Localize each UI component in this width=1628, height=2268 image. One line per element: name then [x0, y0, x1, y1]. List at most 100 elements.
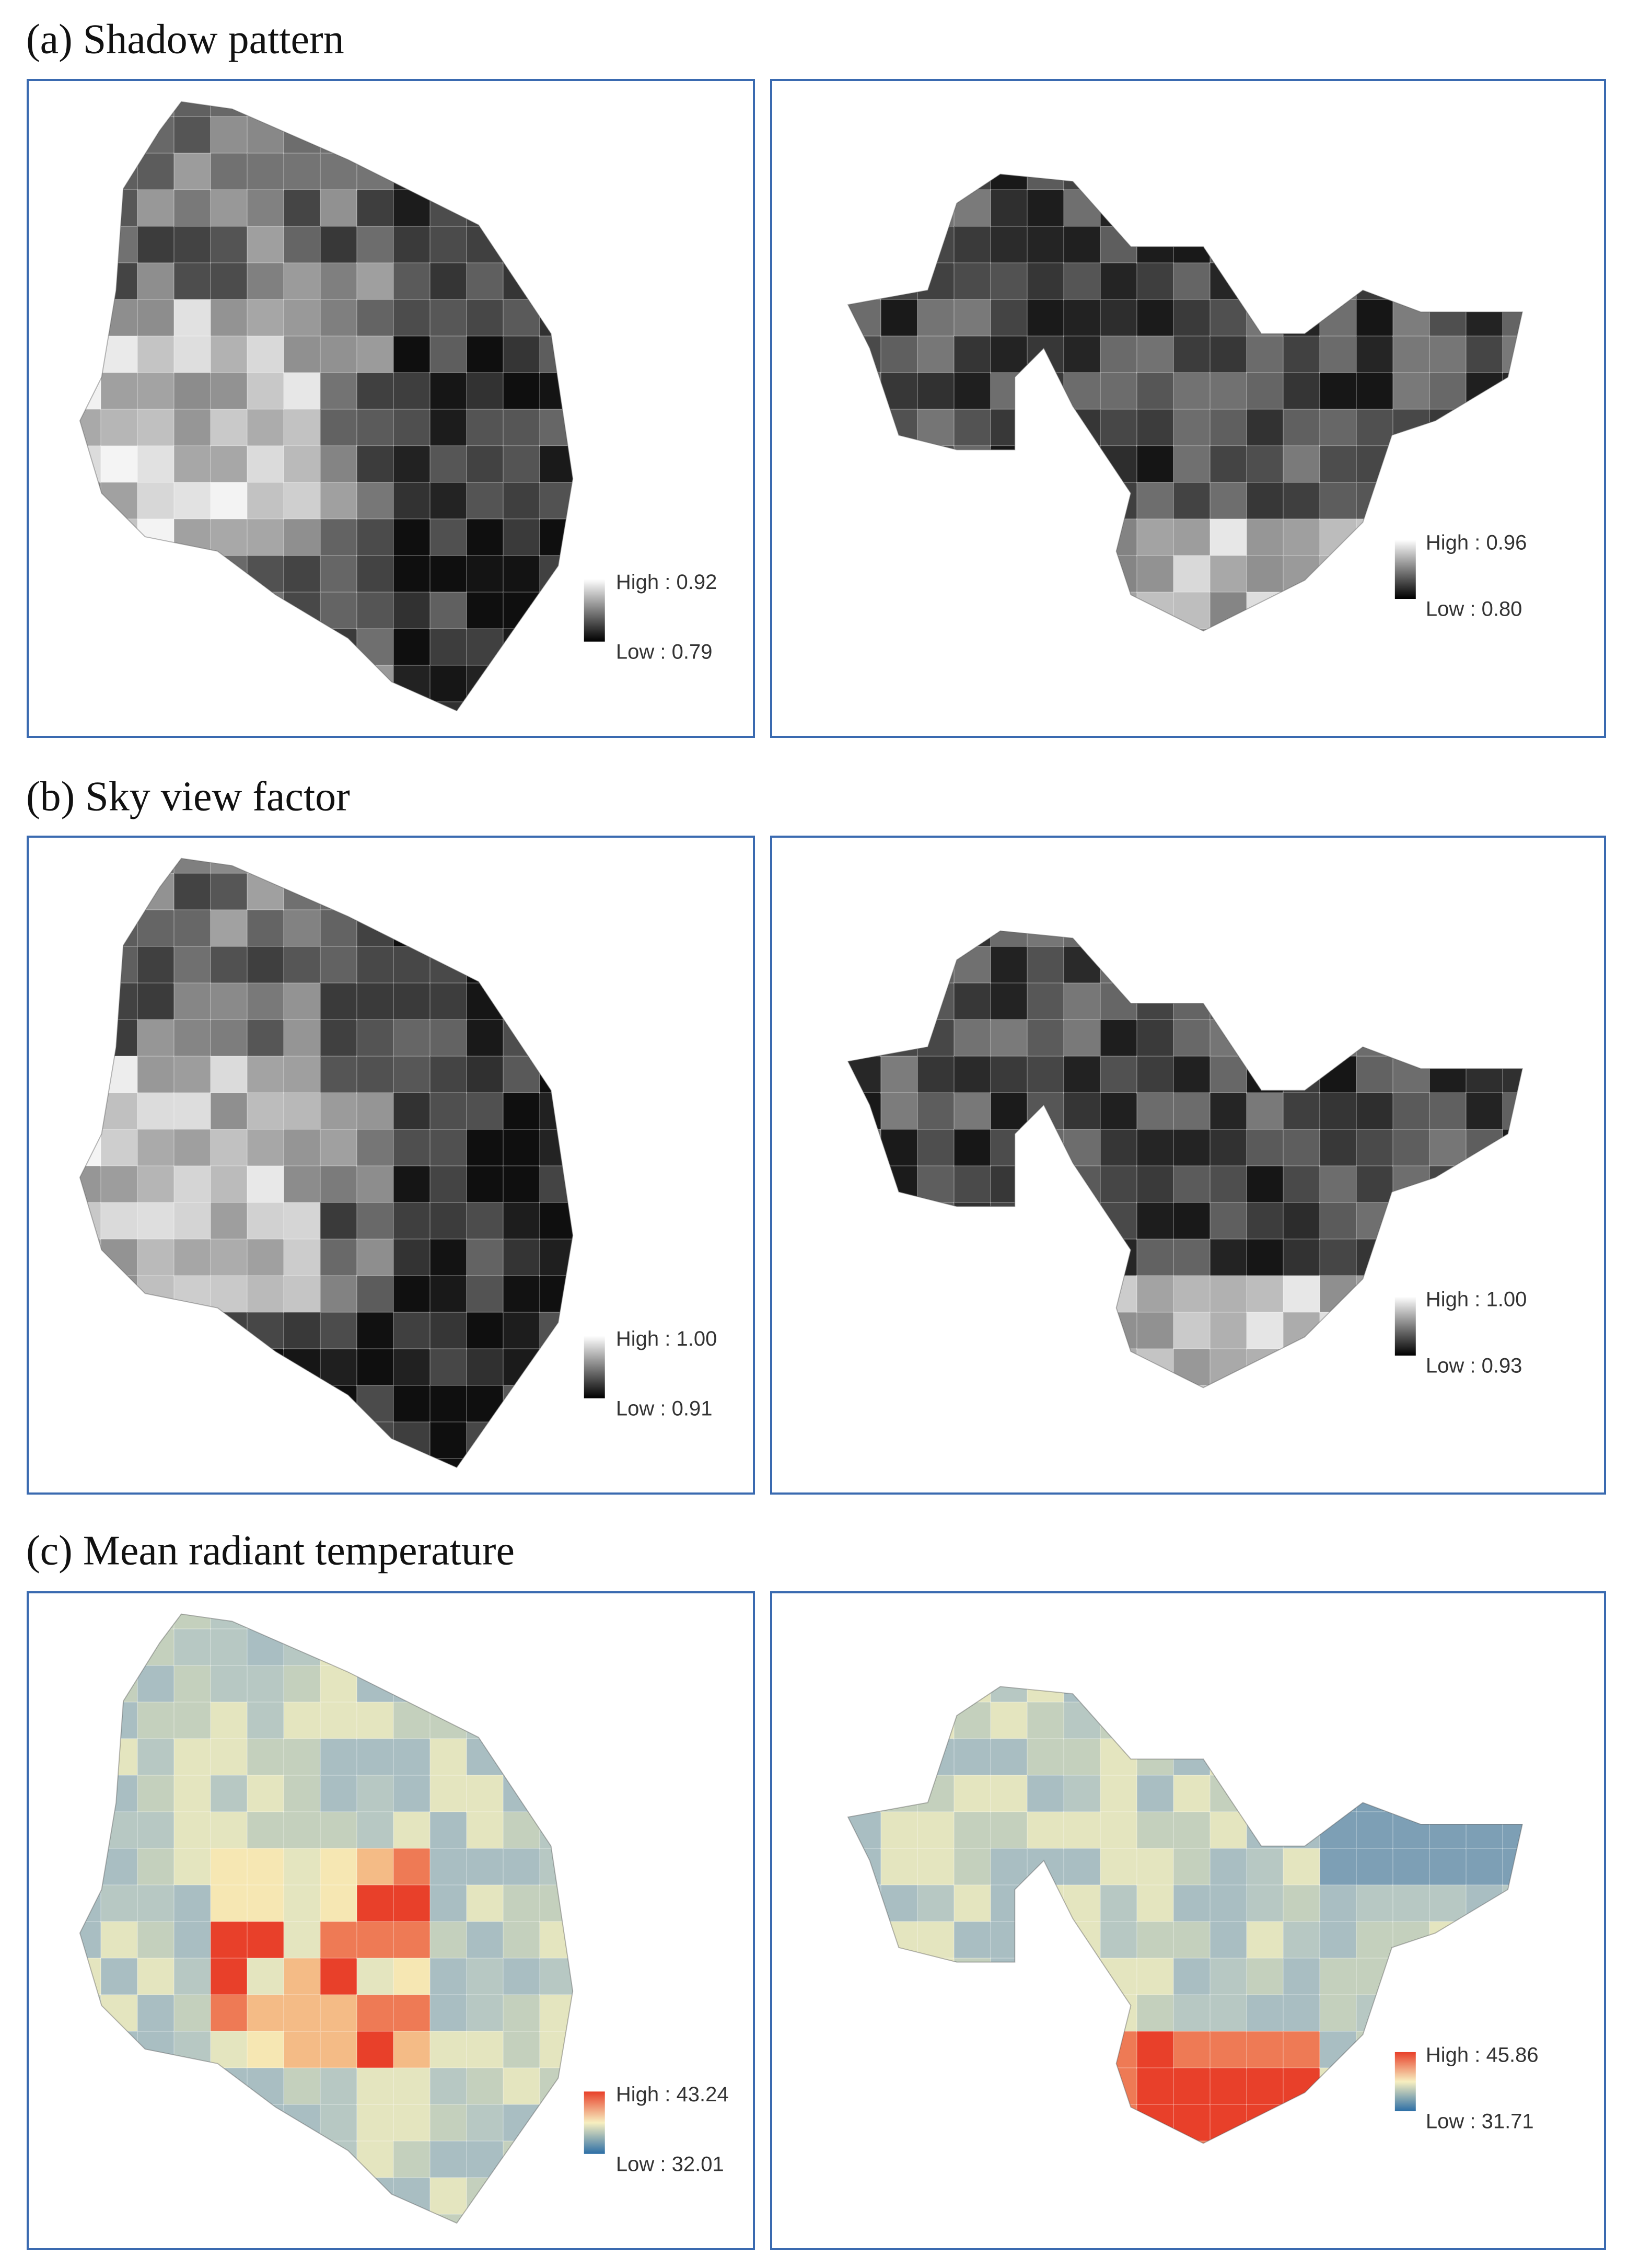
map-region: [393, 628, 431, 666]
map-region: [320, 1994, 358, 2032]
map-region: [210, 1811, 248, 1849]
map-region: [283, 153, 321, 191]
map-region: [356, 1092, 394, 1130]
map-region: [1356, 1811, 1394, 1849]
map-region: [1173, 1092, 1211, 1130]
map-region: [1392, 335, 1431, 374]
map-region: [137, 1884, 175, 1923]
map-region: [393, 1811, 431, 1849]
map-region: [173, 1628, 212, 1667]
map-region: [1283, 1092, 1321, 1130]
map-region: [137, 1702, 175, 1740]
map-region: [320, 1275, 358, 1313]
map-region: [1136, 1958, 1175, 1996]
map-region: [356, 1239, 394, 1277]
map-region: [990, 1738, 1028, 1776]
map-region: [466, 1994, 504, 2032]
map-region: [173, 1994, 212, 2032]
map-region: [1136, 1811, 1175, 1849]
map-region: [356, 555, 394, 593]
map-region: [1246, 335, 1284, 374]
map-region: [283, 946, 321, 984]
map-region: [100, 1129, 138, 1167]
map-region: [247, 1848, 285, 1886]
map-region: [283, 1165, 321, 1204]
map-region: [1027, 1811, 1065, 1849]
map-region: [1027, 189, 1065, 227]
map-region: [320, 335, 358, 374]
map-region: [1210, 1312, 1248, 1350]
map-region: [1392, 1129, 1431, 1167]
map-region: [1283, 372, 1321, 410]
map-region: [100, 1958, 138, 1996]
map-region: [210, 1092, 248, 1130]
map-region: [1429, 1129, 1467, 1167]
map-region: [247, 372, 285, 410]
map-region: [466, 592, 504, 630]
map-region: [393, 226, 431, 264]
map-region: [1210, 1994, 1248, 2032]
map-region: [173, 226, 212, 264]
map-region: [1173, 1202, 1211, 1240]
map-region: [173, 116, 212, 154]
map-region: [173, 873, 212, 911]
map-region: [1210, 2067, 1248, 2105]
map-region: [1319, 1884, 1357, 1923]
map-region: [1173, 445, 1211, 483]
map-region: [320, 1202, 358, 1240]
map-region: [320, 372, 358, 410]
map-region: [917, 1921, 955, 1959]
map-region: [393, 299, 431, 337]
map-region: [429, 335, 468, 374]
map-region: [393, 2031, 431, 2069]
map-region: [1136, 445, 1175, 483]
map-region: [990, 1092, 1028, 1130]
map-region: [1027, 1019, 1065, 1057]
map-region: [320, 226, 358, 264]
map-region: [953, 1092, 992, 1130]
map-region: [1429, 372, 1467, 410]
map-region: [1063, 262, 1101, 300]
map-region: [1063, 1775, 1101, 1813]
map-region: [173, 153, 212, 191]
map-region: [953, 1921, 992, 1959]
map-region: [429, 1056, 468, 1094]
map-region: [1136, 1275, 1175, 1313]
map-region: [1319, 372, 1357, 410]
map-region: [429, 299, 468, 337]
legend-low: Low : 0.80: [1426, 598, 1522, 621]
map-region: [283, 1019, 321, 1057]
map-region: [320, 1958, 358, 1996]
map-region: [466, 1019, 504, 1057]
map-region: [990, 1019, 1028, 1057]
map-region: [393, 1129, 431, 1167]
legend-high: High : 1.00: [616, 1327, 717, 1350]
map-panel: High : 0.96 Low : 0.80: [770, 79, 1606, 738]
map-region: [393, 335, 431, 374]
map-region: [393, 1239, 431, 1277]
map-region: [1136, 299, 1175, 337]
map-region: [1173, 2031, 1211, 2069]
map-region: [210, 262, 248, 300]
map-region: [100, 1202, 138, 1240]
map-region: [1063, 226, 1101, 264]
map-region: [1063, 1811, 1101, 1849]
map-region: [917, 1165, 955, 1204]
map-region: [1283, 1239, 1321, 1277]
map-region: [953, 1811, 992, 1849]
map-region: [953, 982, 992, 1021]
map-region: [1246, 1092, 1284, 1130]
map-region: [100, 1921, 138, 1959]
map-region: [393, 1848, 431, 1886]
map-region: [1356, 1884, 1394, 1923]
map-region: [210, 372, 248, 410]
map-region: [1136, 1092, 1175, 1130]
map-region: [210, 1994, 248, 2032]
map-region: [210, 1702, 248, 1740]
map-region: [539, 445, 573, 483]
map-region: [466, 518, 504, 557]
map-region: [1246, 1884, 1284, 1923]
map-region: [1136, 409, 1175, 447]
map-region: [466, 482, 504, 520]
map-region: [247, 982, 285, 1021]
